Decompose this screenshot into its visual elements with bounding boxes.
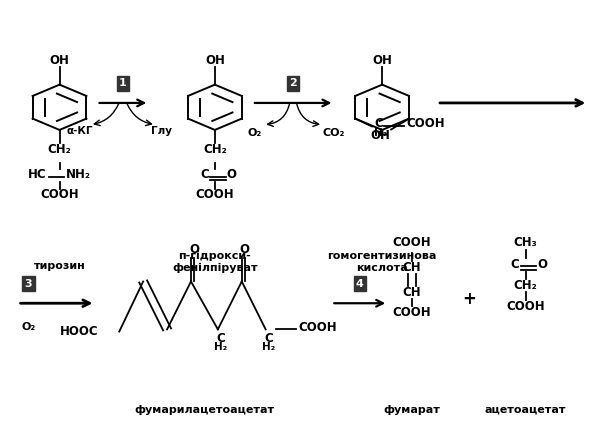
Text: OH: OH [205, 54, 225, 67]
Text: H₂: H₂ [214, 342, 227, 352]
Text: COOH: COOH [393, 306, 431, 319]
Text: 1: 1 [119, 78, 127, 88]
Text: 2: 2 [289, 78, 297, 88]
Text: COOH: COOH [195, 188, 234, 201]
Text: O: O [537, 258, 548, 270]
Text: CO₂: CO₂ [323, 127, 345, 138]
Text: ацетоацетат: ацетоацетат [485, 405, 566, 415]
Text: COOH: COOH [393, 236, 431, 249]
Text: C: C [200, 168, 209, 181]
Text: O: O [189, 243, 199, 256]
Text: CH: CH [403, 286, 421, 299]
Text: фумарат: фумарат [384, 405, 440, 415]
Text: CH₂: CH₂ [203, 143, 227, 156]
Text: гомогентизинова
кислота: гомогентизинова кислота [327, 251, 437, 273]
Text: C: C [264, 332, 273, 344]
Text: тирозин: тирозин [34, 261, 86, 271]
Text: 3: 3 [25, 279, 33, 289]
Text: H₂: H₂ [262, 342, 275, 352]
Text: COOH: COOH [298, 321, 337, 334]
Text: OH: OH [372, 54, 392, 67]
Text: CH₃: CH₃ [514, 236, 537, 249]
Text: O: O [227, 168, 237, 181]
Text: NH₂: NH₂ [66, 168, 90, 181]
Text: C: C [511, 258, 520, 270]
Text: HOOC: HOOC [60, 325, 98, 338]
Text: OH: OH [370, 129, 390, 142]
Text: COOH: COOH [507, 300, 545, 313]
Text: OH: OH [49, 54, 69, 67]
Text: O₂: O₂ [247, 127, 262, 138]
Text: CH₂: CH₂ [48, 143, 71, 156]
Text: Глу: Глу [151, 126, 172, 136]
Text: п-гідрокси-
фенілпіруват: п-гідрокси- фенілпіруват [172, 251, 257, 273]
Text: C: C [216, 332, 225, 344]
Text: 4: 4 [356, 279, 364, 289]
Text: CH₂: CH₂ [514, 279, 537, 292]
Text: COOH: COOH [406, 117, 445, 131]
Text: O₂: O₂ [21, 322, 36, 332]
Text: фумарилацетоацетат: фумарилацетоацетат [134, 405, 274, 415]
Text: COOH: COOH [40, 188, 79, 201]
Text: +: + [462, 290, 476, 308]
Text: C: C [374, 117, 383, 131]
Text: α-КГ: α-КГ [66, 126, 93, 136]
Text: H₂: H₂ [374, 127, 388, 138]
Text: CH: CH [403, 261, 421, 273]
Text: HC: HC [28, 168, 46, 181]
Text: O: O [240, 243, 250, 256]
